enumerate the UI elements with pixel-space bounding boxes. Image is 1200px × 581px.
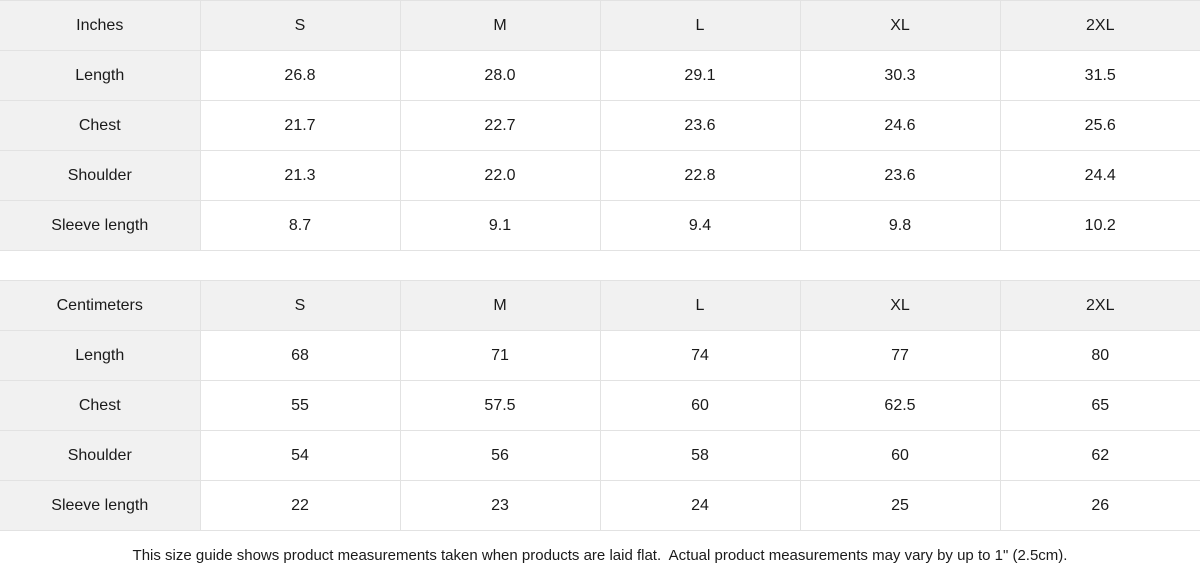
table-spacer-cell [0, 250, 1200, 281]
cell-sleeve-length-2xl-cm: 26 [1000, 480, 1200, 531]
table-row: Length 68 71 74 77 80 [0, 330, 1200, 381]
cell-chest-xl-cm: 62.5 [800, 380, 1001, 431]
inches-size-header-xl: XL [800, 0, 1001, 51]
table-row: Chest 21.7 22.7 23.6 24.6 25.6 [0, 100, 1200, 151]
inches-unit-label: Inches [0, 0, 201, 51]
cell-sleeve-length-m-inches: 9.1 [400, 200, 601, 251]
inches-size-header-m: M [400, 0, 601, 51]
table-row: Shoulder 21.3 22.0 22.8 23.6 24.4 [0, 150, 1200, 201]
cell-length-s-inches: 26.8 [200, 50, 401, 101]
table-row: Sleeve length 22 23 24 25 26 [0, 480, 1200, 531]
row-label-chest-cm: Chest [0, 380, 201, 431]
cell-length-2xl-cm: 80 [1000, 330, 1200, 381]
cell-sleeve-length-2xl-inches: 10.2 [1000, 200, 1200, 251]
row-label-shoulder-cm: Shoulder [0, 430, 201, 481]
cell-chest-m-inches: 22.7 [400, 100, 601, 151]
cell-length-xl-inches: 30.3 [800, 50, 1001, 101]
centimeters-unit-label: Centimeters [0, 280, 201, 331]
cell-shoulder-s-cm: 54 [200, 430, 401, 481]
cell-shoulder-2xl-cm: 62 [1000, 430, 1200, 481]
row-label-length-inches: Length [0, 50, 201, 101]
centimeters-header-row: Centimeters S M L XL 2XL [0, 280, 1200, 331]
cell-shoulder-xl-inches: 23.6 [800, 150, 1001, 201]
cell-sleeve-length-s-inches: 8.7 [200, 200, 401, 251]
cell-length-m-cm: 71 [400, 330, 601, 381]
cell-length-s-cm: 68 [200, 330, 401, 381]
cell-shoulder-2xl-inches: 24.4 [1000, 150, 1200, 201]
centimeters-size-header-xl: XL [800, 280, 1001, 331]
cell-length-m-inches: 28.0 [400, 50, 601, 101]
cell-shoulder-m-inches: 22.0 [400, 150, 601, 201]
cell-chest-2xl-inches: 25.6 [1000, 100, 1200, 151]
size-guide-footnote-row: This size guide shows product measuremen… [0, 530, 1200, 581]
inches-size-header-s: S [200, 0, 401, 51]
cell-length-2xl-inches: 31.5 [1000, 50, 1200, 101]
cell-chest-xl-inches: 24.6 [800, 100, 1001, 151]
centimeters-size-header-l: L [600, 280, 801, 331]
cell-shoulder-m-cm: 56 [400, 430, 601, 481]
table-spacer-row [0, 250, 1200, 281]
table-row: Sleeve length 8.7 9.1 9.4 9.8 10.2 [0, 200, 1200, 251]
table-row: Shoulder 54 56 58 60 62 [0, 430, 1200, 481]
cell-sleeve-length-xl-cm: 25 [800, 480, 1001, 531]
cell-length-xl-cm: 77 [800, 330, 1001, 381]
cell-shoulder-s-inches: 21.3 [200, 150, 401, 201]
cell-length-l-cm: 74 [600, 330, 801, 381]
cell-shoulder-xl-cm: 60 [800, 430, 1001, 481]
size-guide-footnote: This size guide shows product measuremen… [0, 530, 1200, 581]
row-label-sleeve-length-inches: Sleeve length [0, 200, 201, 251]
cell-shoulder-l-inches: 22.8 [600, 150, 801, 201]
table-row: Chest 55 57.5 60 62.5 65 [0, 380, 1200, 431]
cell-chest-l-cm: 60 [600, 380, 801, 431]
cell-chest-l-inches: 23.6 [600, 100, 801, 151]
row-label-shoulder-inches: Shoulder [0, 150, 201, 201]
cell-sleeve-length-m-cm: 23 [400, 480, 601, 531]
inches-size-header-l: L [600, 0, 801, 51]
row-label-length-cm: Length [0, 330, 201, 381]
cell-chest-s-cm: 55 [200, 380, 401, 431]
centimeters-size-header-2xl: 2XL [1000, 280, 1200, 331]
cell-sleeve-length-s-cm: 22 [200, 480, 401, 531]
cell-length-l-inches: 29.1 [600, 50, 801, 101]
cell-sleeve-length-l-cm: 24 [600, 480, 801, 531]
cell-shoulder-l-cm: 58 [600, 430, 801, 481]
inches-size-header-2xl: 2XL [1000, 0, 1200, 51]
cell-chest-s-inches: 21.7 [200, 100, 401, 151]
cell-sleeve-length-l-inches: 9.4 [600, 200, 801, 251]
centimeters-size-header-m: M [400, 280, 601, 331]
cell-sleeve-length-xl-inches: 9.8 [800, 200, 1001, 251]
row-label-sleeve-length-cm: Sleeve length [0, 480, 201, 531]
inches-header-row: Inches S M L XL 2XL [0, 0, 1200, 51]
cell-chest-2xl-cm: 65 [1000, 380, 1200, 431]
table-row: Length 26.8 28.0 29.1 30.3 31.5 [0, 50, 1200, 101]
row-label-chest-inches: Chest [0, 100, 201, 151]
centimeters-size-header-s: S [200, 280, 401, 331]
cell-chest-m-cm: 57.5 [400, 380, 601, 431]
